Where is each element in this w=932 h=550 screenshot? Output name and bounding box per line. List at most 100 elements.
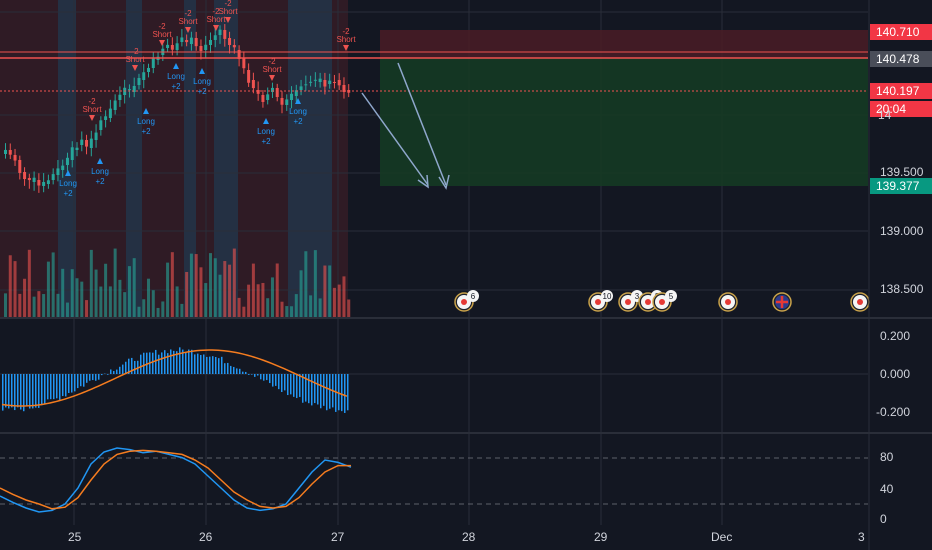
macd-histogram-bar [341, 374, 343, 412]
macd-histogram-bar [203, 354, 205, 374]
long-arrow-icon [295, 98, 301, 104]
macd-histogram-bar [221, 356, 223, 374]
event-count: 3 [635, 292, 640, 301]
volume-bar [166, 262, 170, 318]
volume-bar [27, 249, 31, 318]
macd-histogram-bar [62, 374, 64, 397]
short-signal-value: -2 [212, 7, 220, 16]
long-signal-label: Long [91, 167, 109, 176]
macd-histogram-bar [272, 374, 274, 387]
long-arrow-icon [173, 63, 179, 69]
time-tick: 26 [199, 530, 213, 544]
candle-body [42, 182, 46, 186]
macd-histogram-bar [293, 374, 295, 397]
session-band [196, 0, 214, 318]
candle-body [299, 86, 303, 90]
event-marker[interactable] [718, 292, 738, 312]
volume-bar [237, 297, 241, 318]
volume-bar [85, 300, 89, 318]
stochastic-pane[interactable] [0, 447, 352, 513]
macd-histogram-bar [8, 374, 10, 409]
long-arrow-icon [97, 158, 103, 164]
macd-signal-line [1, 349, 348, 407]
volume-bar [123, 292, 127, 318]
macd-pane[interactable] [1, 347, 349, 413]
candle-body [237, 50, 241, 59]
macd-histogram-bar [260, 374, 262, 380]
stop-loss-zone[interactable] [380, 30, 868, 58]
volume-bar [294, 294, 298, 318]
long-signal-value: +2 [63, 189, 73, 198]
candle-body [46, 180, 50, 184]
macd-histogram-bar [335, 374, 337, 412]
macd-histogram-bar [5, 374, 7, 408]
volume-bar [113, 248, 117, 318]
macd-histogram-bar [74, 374, 76, 392]
macd-histogram-bar [50, 374, 52, 400]
event-marker[interactable] [772, 292, 792, 312]
macd-histogram-bar [308, 374, 310, 404]
macd-histogram-bar [161, 352, 163, 374]
long-signal: Long+2 [289, 98, 307, 126]
short-arrow-icon [185, 27, 191, 33]
macd-histogram-bar [323, 374, 325, 406]
macd-histogram-bar [56, 374, 58, 399]
candle-body [85, 140, 89, 147]
take-profit-zone[interactable] [380, 58, 868, 186]
volume-bar [342, 276, 346, 318]
projection-arrows[interactable] [361, 62, 450, 190]
macd-histogram-bar [167, 353, 169, 374]
volume-bar [213, 258, 217, 318]
event-marker[interactable]: 6 [454, 290, 479, 312]
candle-body [228, 38, 232, 46]
projection-arrow-1[interactable] [361, 92, 429, 186]
long-arrow-icon [143, 108, 149, 114]
volume-bar [256, 284, 260, 318]
event-marker[interactable]: 10 [588, 290, 613, 312]
long-signal-value: +2 [141, 127, 151, 136]
volume-bar [65, 302, 69, 318]
candle-body [137, 78, 141, 85]
event-count-badge [467, 290, 479, 302]
time-tick: Dec [711, 530, 733, 544]
volume-bar [304, 251, 308, 318]
volume-bars [4, 248, 351, 318]
short-arrow-icon [89, 115, 95, 121]
macd-histogram-bar [110, 369, 112, 374]
volume-bar [242, 306, 246, 318]
volume-bar [218, 274, 222, 318]
long-signal: Long+2 [257, 118, 275, 146]
candle-body [290, 93, 294, 100]
long-signal-value: +2 [95, 177, 105, 186]
candle-body [189, 37, 193, 44]
event-marker[interactable]: 5 [652, 290, 677, 312]
candle-body [309, 81, 313, 83]
short-arrow-icon [132, 65, 138, 71]
macd-histogram-bar [128, 358, 130, 374]
macd-histogram-bar [185, 352, 187, 374]
volume-bar [290, 306, 294, 318]
session-band [238, 0, 288, 318]
volume-bar [56, 293, 60, 318]
macd-histogram-bar [275, 374, 277, 386]
macd-histogram-bar [122, 364, 124, 374]
macd-histogram-bar [80, 374, 82, 387]
volume-bar [232, 248, 236, 318]
macd-histogram-bar [95, 374, 97, 381]
short-signal-label: Short [262, 65, 282, 74]
volume-bar [285, 306, 289, 318]
candle-body [242, 58, 246, 69]
short-signal-label: Short [218, 7, 238, 16]
economic-events[interactable]: 610325 [454, 290, 870, 312]
projection-arrow-2[interactable] [397, 62, 447, 186]
macd-tick: 0.000 [880, 367, 911, 381]
volume-bar [37, 291, 41, 318]
macd-histogram-bar [188, 349, 190, 374]
stop-price-label: 140.710 [870, 24, 932, 40]
event-marker[interactable] [850, 292, 870, 312]
macd-histogram-bar [2, 374, 4, 411]
